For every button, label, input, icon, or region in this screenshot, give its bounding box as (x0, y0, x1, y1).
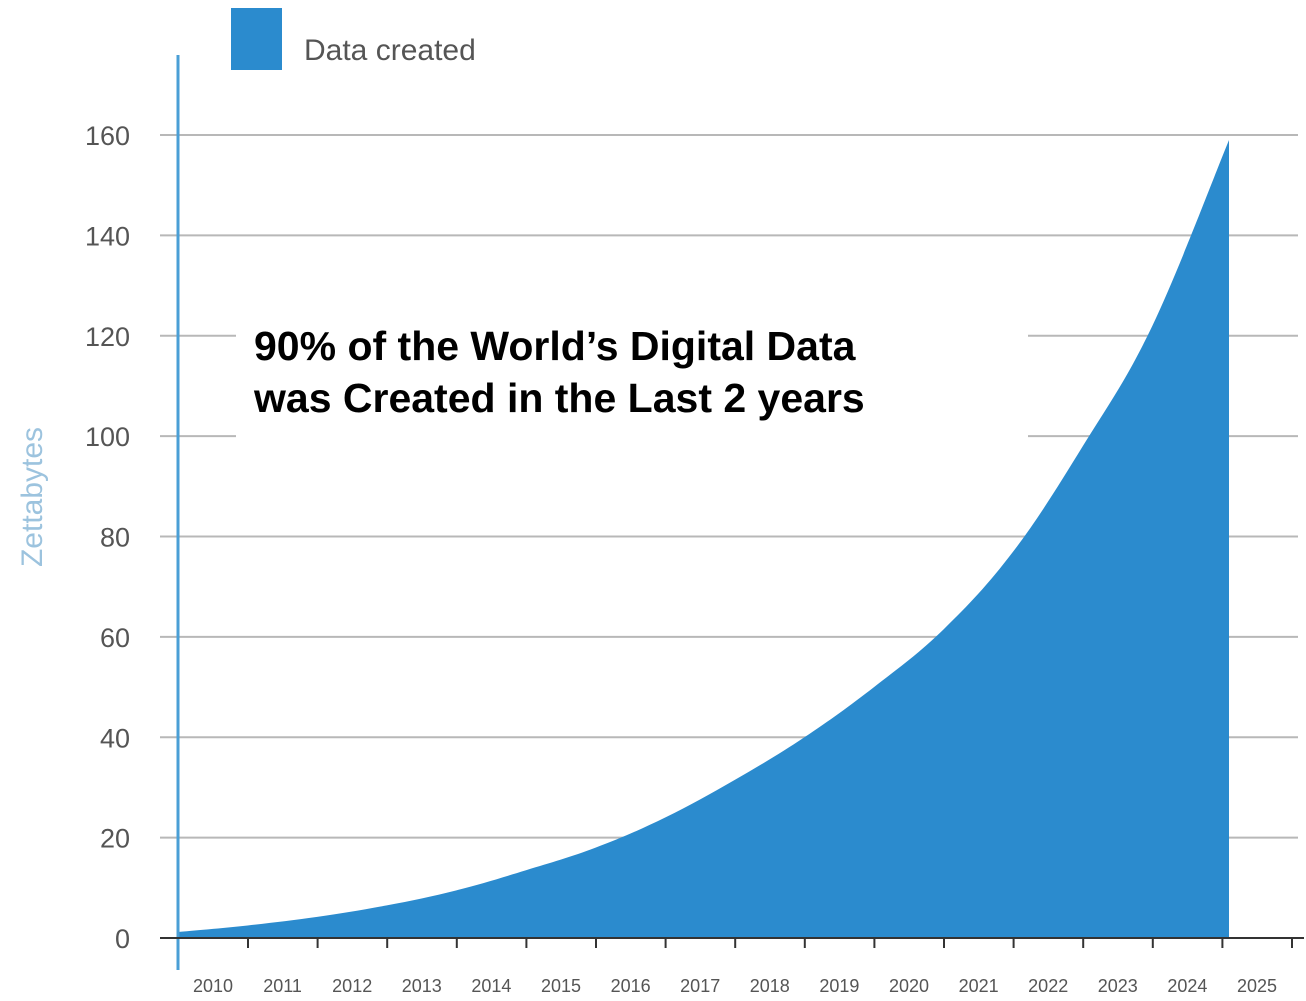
x-tick-label: 2013 (402, 976, 442, 996)
y-tick-label: 40 (100, 723, 130, 753)
annotation-box: 90% of the World’s Digital Data was Crea… (236, 318, 1028, 442)
x-tick-label: 2012 (332, 976, 372, 996)
x-tick-labels: 2010 2011 2012 2013 2014 2015 2016 2017 2018 2019… (193, 938, 1293, 996)
x-tick-label: 2019 (819, 976, 859, 996)
area-series (178, 140, 1229, 939)
x-tick-label: 2011 (263, 976, 302, 996)
y-tick-label: 20 (100, 824, 130, 854)
y-tick-label: 0 (115, 924, 130, 954)
x-tick-label: 2010 (193, 976, 233, 996)
legend-swatch (231, 8, 282, 70)
x-tick-label: 2020 (889, 976, 929, 996)
x-tick-label: 2018 (750, 976, 790, 996)
y-tick-label: 60 (100, 623, 130, 653)
y-axis-label: Zettabytes (16, 427, 49, 567)
y-tick-label: 80 (100, 523, 130, 553)
x-tick-label: 2025 (1237, 976, 1277, 996)
x-tick-label: 2023 (1098, 976, 1138, 996)
y-tick-labels: 0 20 40 60 80 100 120 140 160 (85, 121, 130, 954)
y-tick-label: 140 (85, 221, 130, 251)
x-tick-label: 2014 (471, 976, 511, 996)
x-tick-label: 2016 (611, 976, 651, 996)
annotation-line-1: 90% of the World’s Digital Data (254, 323, 856, 369)
axes (160, 55, 1304, 970)
x-tick-label: 2021 (959, 976, 999, 996)
y-tick-label: 160 (85, 121, 130, 151)
area-data-created (178, 140, 1229, 939)
annotation-line-2: was Created in the Last 2 years (254, 375, 865, 421)
x-tick-label: 2024 (1167, 976, 1207, 996)
y-tick-label: 100 (85, 422, 130, 452)
x-tick-label: 2022 (1028, 976, 1068, 996)
x-tick-label: 2017 (680, 976, 720, 996)
y-tick-label: 120 (85, 322, 130, 352)
x-tick-label: 2015 (541, 976, 581, 996)
legend-label: Data created (304, 34, 476, 67)
legend: Data created (231, 8, 476, 70)
